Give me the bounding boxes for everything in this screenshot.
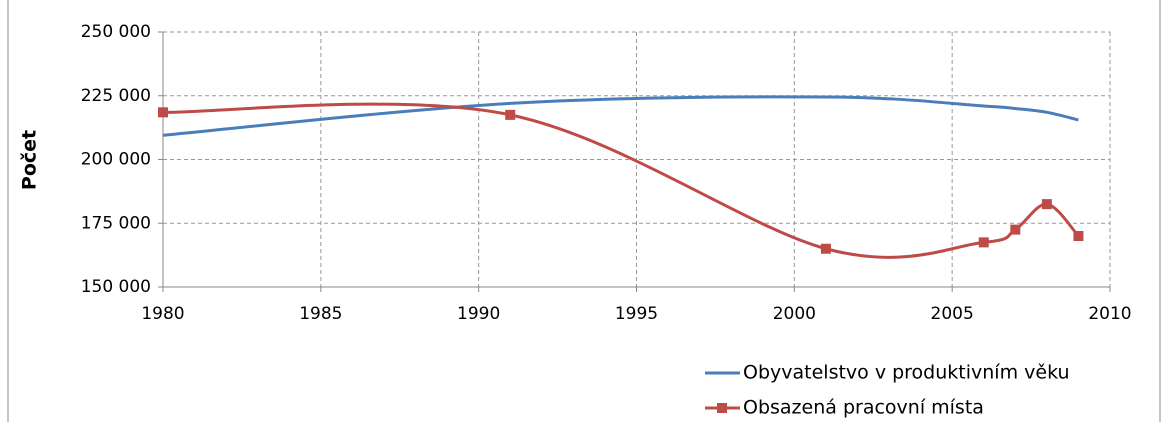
legend-label: Obsazená pracovní místa [743, 397, 984, 419]
x-tick-label: 1995 [615, 304, 658, 324]
point-marker [1041, 199, 1052, 210]
x-tick-label: 1985 [299, 304, 342, 324]
point-marker [1073, 231, 1084, 241]
legend-marker [717, 403, 727, 413]
chart-frame [7, 0, 1161, 422]
y-tick-label: 200 000 [81, 150, 151, 170]
point-marker [1010, 224, 1021, 235]
point-marker [505, 109, 516, 120]
y-tick-label: 175 000 [81, 213, 151, 233]
x-tick-label: 1980 [141, 304, 184, 324]
legend-label: Obyvatelstvo v produktivním věku [743, 362, 1070, 384]
y-tick-label: 250 000 [81, 22, 151, 42]
series-line [162, 102, 1080, 259]
point-marker [820, 243, 831, 254]
point-marker [158, 107, 168, 118]
series-line [162, 95, 1079, 137]
x-tick-label: 2005 [931, 304, 974, 324]
x-tick-label: 2000 [773, 304, 816, 324]
x-tick-label: 2010 [1088, 304, 1131, 324]
x-tick-label: 1990 [457, 304, 500, 324]
y-tick-label: 150 000 [81, 277, 151, 297]
y-axis-label: Počet [19, 130, 41, 190]
y-tick-label: 225 000 [81, 86, 151, 106]
point-marker [978, 237, 989, 248]
